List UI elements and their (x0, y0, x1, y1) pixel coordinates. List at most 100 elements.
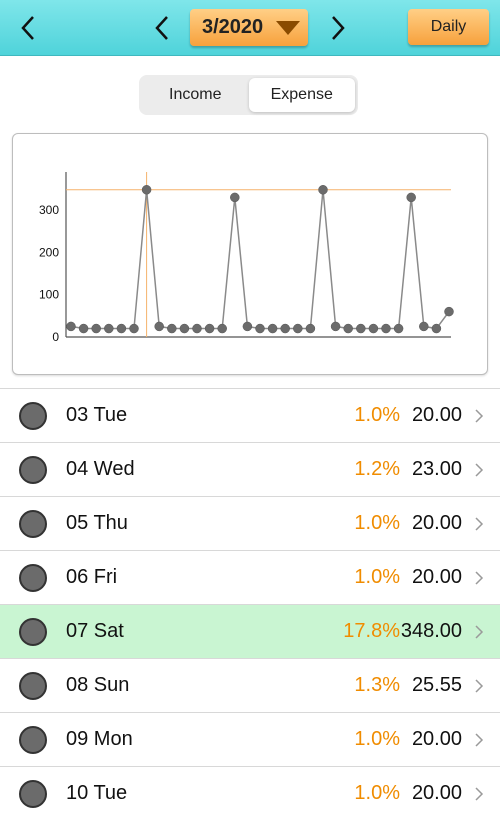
data-point (104, 323, 114, 334)
percentage-value: 1.2% (354, 458, 400, 480)
percentage-value: 1.0% (354, 512, 400, 534)
amount-value: 20.00 (411, 566, 462, 588)
data-point (167, 323, 177, 334)
daily-view-button[interactable]: Daily (408, 9, 489, 45)
day-label: 03 Tue (66, 404, 128, 426)
data-point (280, 323, 290, 334)
chevron-right-icon (475, 625, 484, 639)
daily-expense-list: 03 Tue 1.0% 20.00 04 Wed 1.2% 23.00 05 Thu 1.0%… (0, 388, 500, 820)
previous-month-button[interactable] (148, 12, 176, 44)
amount-value: 20.00 (411, 512, 462, 534)
data-point (154, 321, 164, 332)
list-item[interactable]: 05 Thu 1.0% 20.00 (0, 496, 500, 550)
category-dot-icon (19, 780, 47, 808)
amount-value: 20.00 (411, 728, 462, 750)
chevron-right-icon (475, 463, 484, 477)
chevron-right-icon (475, 787, 484, 801)
data-point (406, 192, 416, 203)
month-label: 3/2020 (202, 16, 264, 38)
y-tick-label: 0 (52, 330, 59, 344)
y-tick-label: 100 (39, 288, 59, 302)
data-point (129, 323, 139, 334)
percentage-value: 1.0% (354, 566, 400, 588)
chevron-right-icon (475, 517, 484, 531)
list-item[interactable]: 08 Sun 1.3% 25.55 (0, 658, 500, 712)
day-label: 06 Fri (66, 566, 118, 588)
tab-expense[interactable]: Expense (248, 78, 355, 112)
data-point (255, 323, 265, 334)
data-point (431, 323, 442, 334)
category-dot-icon (19, 618, 47, 646)
amount-value: 25.55 (411, 674, 462, 696)
data-point (192, 323, 202, 334)
series-line (70, 189, 450, 330)
category-dot-icon (19, 726, 47, 754)
data-point (305, 323, 316, 334)
category-dot-icon (19, 456, 47, 484)
list-item[interactable]: 03 Tue 1.0% 20.00 (0, 388, 500, 442)
month-selector-button[interactable]: 3/2020 (190, 9, 308, 46)
data-point (230, 192, 240, 203)
income-expense-toggle: Income Expense (139, 75, 358, 115)
back-arrow-icon (21, 16, 34, 40)
dropdown-triangle-icon (276, 21, 300, 35)
data-point (368, 323, 379, 334)
data-point (393, 323, 404, 334)
data-point (444, 306, 454, 317)
chevron-right-icon (475, 571, 484, 585)
next-month-button[interactable] (324, 12, 352, 44)
amount-value: 23.00 (411, 458, 462, 480)
chart-svg: 0 100 200 300 (39, 172, 454, 344)
list-item[interactable]: 09 Mon 1.0% 20.00 (0, 712, 500, 766)
chevron-right-icon (475, 733, 484, 747)
percentage-value: 1.0% (354, 728, 400, 750)
category-dot-icon (19, 672, 47, 700)
data-point (204, 323, 215, 334)
amount-value: 348.00 (400, 620, 462, 642)
day-label: 07 Sat (66, 620, 124, 642)
tab-income[interactable]: Income (169, 86, 222, 103)
data-point (116, 323, 127, 334)
data-point (419, 321, 429, 332)
chevron-right-icon (475, 409, 484, 423)
amount-value: 20.00 (411, 404, 462, 426)
data-point (356, 323, 366, 334)
amount-value: 20.00 (411, 782, 462, 804)
y-tick-label: 300 (39, 203, 59, 217)
data-point (91, 323, 101, 334)
daily-expense-chart: 0 100 200 300 (12, 133, 488, 375)
data-point (78, 323, 89, 334)
y-tick-label: 200 (39, 245, 59, 259)
data-point (217, 323, 227, 334)
data-point (242, 321, 253, 332)
data-point (381, 323, 391, 334)
category-dot-icon (19, 402, 47, 430)
list-item[interactable]: 06 Fri 1.0% 20.00 (0, 550, 500, 604)
back-button[interactable] (14, 12, 42, 44)
data-point (267, 323, 278, 334)
list-item[interactable]: 10 Tue 1.0% 20.00 (0, 766, 500, 820)
chevron-right-icon (475, 679, 484, 693)
data-point (141, 185, 152, 195)
day-label: 10 Tue (66, 782, 128, 804)
day-label: 04 Wed (66, 458, 135, 480)
list-item[interactable]: 04 Wed 1.2% 23.00 (0, 442, 500, 496)
percentage-value: 17.8% (343, 620, 400, 642)
chevron-right-icon (332, 16, 345, 40)
percentage-value: 1.0% (354, 782, 400, 804)
percentage-value: 1.3% (354, 674, 400, 696)
day-label: 05 Thu (66, 512, 128, 534)
chevron-left-icon (155, 16, 168, 40)
data-point (343, 323, 353, 334)
category-dot-icon (19, 564, 47, 592)
top-bar: 3/2020 Daily (0, 0, 500, 56)
data-point (293, 323, 303, 334)
data-point (318, 185, 328, 195)
list-item[interactable]: 07 Sat 17.8% 348.00 (0, 604, 500, 658)
data-point (179, 323, 190, 334)
data-point (330, 321, 341, 332)
percentage-value: 1.0% (354, 404, 400, 426)
category-dot-icon (19, 510, 47, 538)
day-label: 09 Mon (66, 728, 133, 750)
data-point (66, 321, 76, 332)
